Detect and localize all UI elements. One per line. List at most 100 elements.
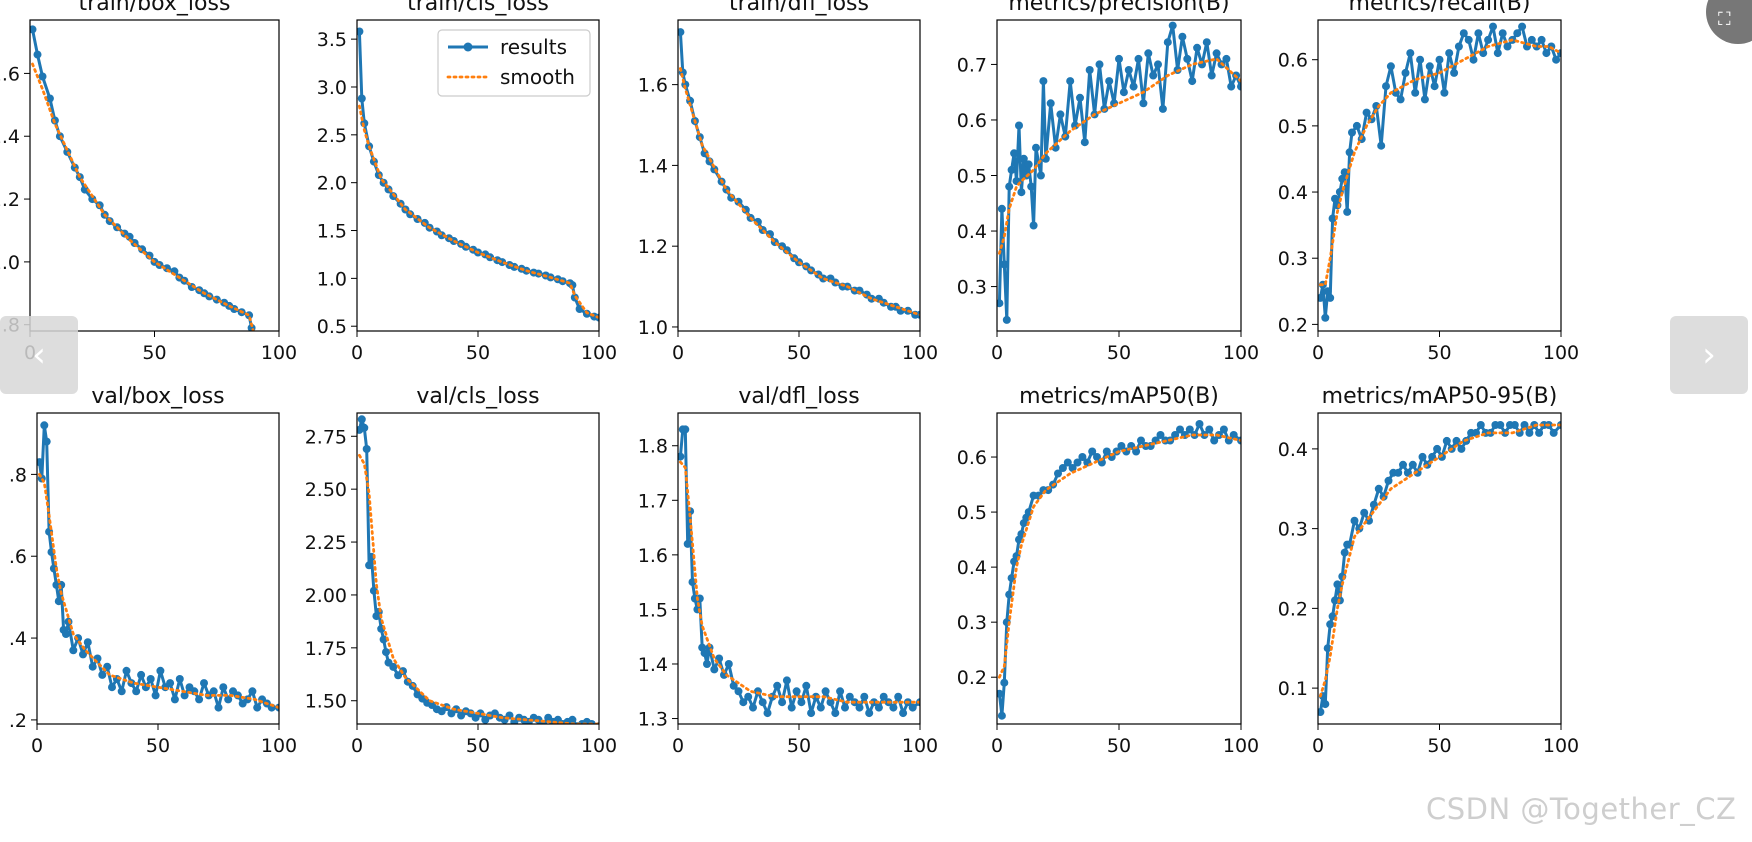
- results-point: [744, 692, 753, 701]
- results-point: [224, 695, 233, 704]
- results-point: [132, 687, 141, 696]
- results-point: [145, 251, 154, 260]
- results-point: [1039, 77, 1048, 86]
- results-point: [1445, 49, 1454, 58]
- results-point: [729, 681, 738, 690]
- chevron-left-icon: ‹: [32, 335, 46, 375]
- results-point: [1484, 35, 1493, 44]
- y-tick-label: .8: [9, 464, 27, 486]
- results-point: [1328, 214, 1337, 223]
- x-tick-label: 0: [351, 342, 363, 364]
- x-tick-label: 100: [1223, 342, 1259, 364]
- results-point: [1132, 447, 1141, 456]
- results-point: [1176, 425, 1184, 434]
- results-point: [156, 666, 165, 675]
- results-point: [1374, 484, 1383, 493]
- y-tick-label: 1.7: [638, 490, 668, 512]
- y-tick-label: 2.50: [305, 479, 347, 501]
- results-point: [797, 698, 806, 707]
- x-tick-label: 0: [1312, 735, 1324, 757]
- results-point: [1527, 35, 1536, 44]
- plot-frame: [996, 412, 1242, 725]
- y-tick-label: 0.3: [1278, 519, 1308, 541]
- x-tick-label: 100: [1223, 735, 1259, 757]
- results-point: [1340, 168, 1349, 177]
- results-point: [1149, 71, 1158, 80]
- y-tick-label: 0.6: [957, 110, 987, 132]
- results-point: [1205, 425, 1214, 434]
- results-point: [1513, 29, 1522, 38]
- results-point: [1406, 49, 1415, 58]
- results-point: [195, 695, 204, 704]
- results-point: [782, 676, 791, 685]
- chart-train-cls-loss: train/cls_loss 0 50 100 0.5 1.0 1.5 2.0 2.5 3.0 3.…: [317, 0, 617, 364]
- y-tick-label: 1.0: [0, 252, 20, 274]
- results-point: [1010, 149, 1019, 158]
- results-point: [855, 703, 864, 712]
- results-point: [362, 445, 371, 453]
- results-point: [253, 703, 262, 712]
- y-tick-label: 1.4: [0, 126, 20, 148]
- x-tick-label: 0: [991, 342, 1003, 364]
- results-point: [816, 703, 825, 712]
- results-point: [1093, 453, 1101, 461]
- results-point: [62, 630, 70, 638]
- prev-image-button[interactable]: ‹: [0, 316, 78, 394]
- results-point: [836, 687, 845, 696]
- results-point: [1418, 452, 1427, 461]
- x-tick-label: 50: [1427, 735, 1451, 757]
- results-line: [1318, 423, 1561, 713]
- results-point: [1323, 644, 1332, 653]
- results-point: [1416, 55, 1425, 64]
- results-point: [792, 687, 801, 696]
- y-tick-label: 0.5: [957, 502, 987, 524]
- results-point: [1459, 29, 1468, 38]
- x-tick-label: 50: [787, 342, 811, 364]
- plot-area: [357, 27, 599, 322]
- results-point: [1102, 447, 1111, 456]
- y-tick-label: 1.4: [638, 654, 668, 676]
- results-point: [175, 675, 184, 683]
- fullscreen-button[interactable]: ⛶: [1706, 0, 1752, 44]
- chart-title: val/cls_loss: [416, 384, 539, 409]
- results-point: [1124, 66, 1133, 74]
- results-point: [678, 28, 685, 37]
- results-point: [1384, 476, 1393, 485]
- results-point: [860, 692, 869, 701]
- results-point: [1537, 35, 1546, 44]
- y-tick-label: 1.50: [305, 691, 347, 713]
- results-point: [1474, 29, 1483, 38]
- y-tick-label: 1.0: [638, 317, 668, 339]
- results-point: [1323, 287, 1332, 296]
- chart-train-dfl-loss: train/dfl_loss 0 50 100 1.0 1.2 1.4 1.6: [638, 0, 938, 364]
- results-point: [1489, 22, 1497, 31]
- next-image-button[interactable]: ›: [1670, 316, 1748, 394]
- results-point: [1027, 182, 1036, 191]
- results-point: [1420, 95, 1429, 104]
- results-point: [250, 333, 258, 341]
- results-point: [710, 665, 719, 674]
- results-point: [1326, 620, 1335, 629]
- y-tick-label: 1.5: [317, 221, 347, 243]
- chart-title: metrics/mAP50(B): [1019, 384, 1219, 409]
- chart-title: train/box_loss: [79, 0, 231, 16]
- results-point: [1129, 82, 1138, 91]
- results-point: [1408, 460, 1417, 469]
- results-point: [1163, 38, 1172, 47]
- results-point: [908, 703, 917, 712]
- y-tick-label: 1.6: [638, 75, 668, 97]
- results-point: [1352, 121, 1361, 130]
- results-point: [894, 692, 903, 701]
- results-point: [1350, 516, 1359, 525]
- results-point: [865, 709, 874, 718]
- plot-area: [678, 28, 920, 319]
- results-point: [1496, 421, 1505, 429]
- results-point: [1005, 590, 1014, 599]
- x-tick-label: 50: [1427, 342, 1451, 364]
- results-point: [1391, 88, 1400, 97]
- results-point: [879, 692, 888, 701]
- y-tick-label: 0.5: [1278, 116, 1308, 138]
- plot-frame: [356, 19, 600, 332]
- x-tick-label: 0: [31, 735, 43, 757]
- results-point: [38, 72, 47, 81]
